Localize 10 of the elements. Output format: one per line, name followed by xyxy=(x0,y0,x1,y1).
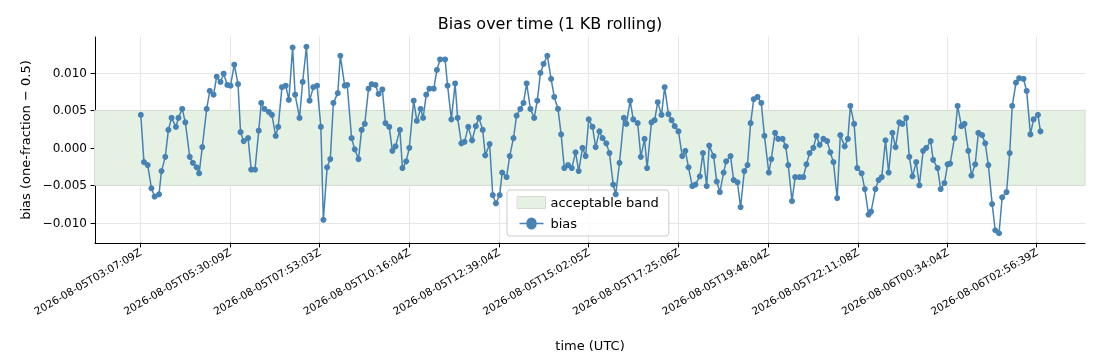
y-tick-label: 0.005 xyxy=(52,103,87,118)
chart-title: Bias over time (1 KB rolling) xyxy=(437,13,663,33)
y-tick-label: −0.005 xyxy=(42,178,87,193)
y-tick-label: −0.010 xyxy=(42,215,87,230)
x-axis-title: time (UTC) xyxy=(555,338,625,353)
legend-label: acceptable band xyxy=(550,195,659,210)
y-tick-label: 0.010 xyxy=(52,65,87,80)
y-axis-title: bias (one-fraction − 0.5) xyxy=(17,60,33,220)
legend-label: bias xyxy=(550,216,578,231)
y-tick-label: 0.000 xyxy=(52,140,87,155)
